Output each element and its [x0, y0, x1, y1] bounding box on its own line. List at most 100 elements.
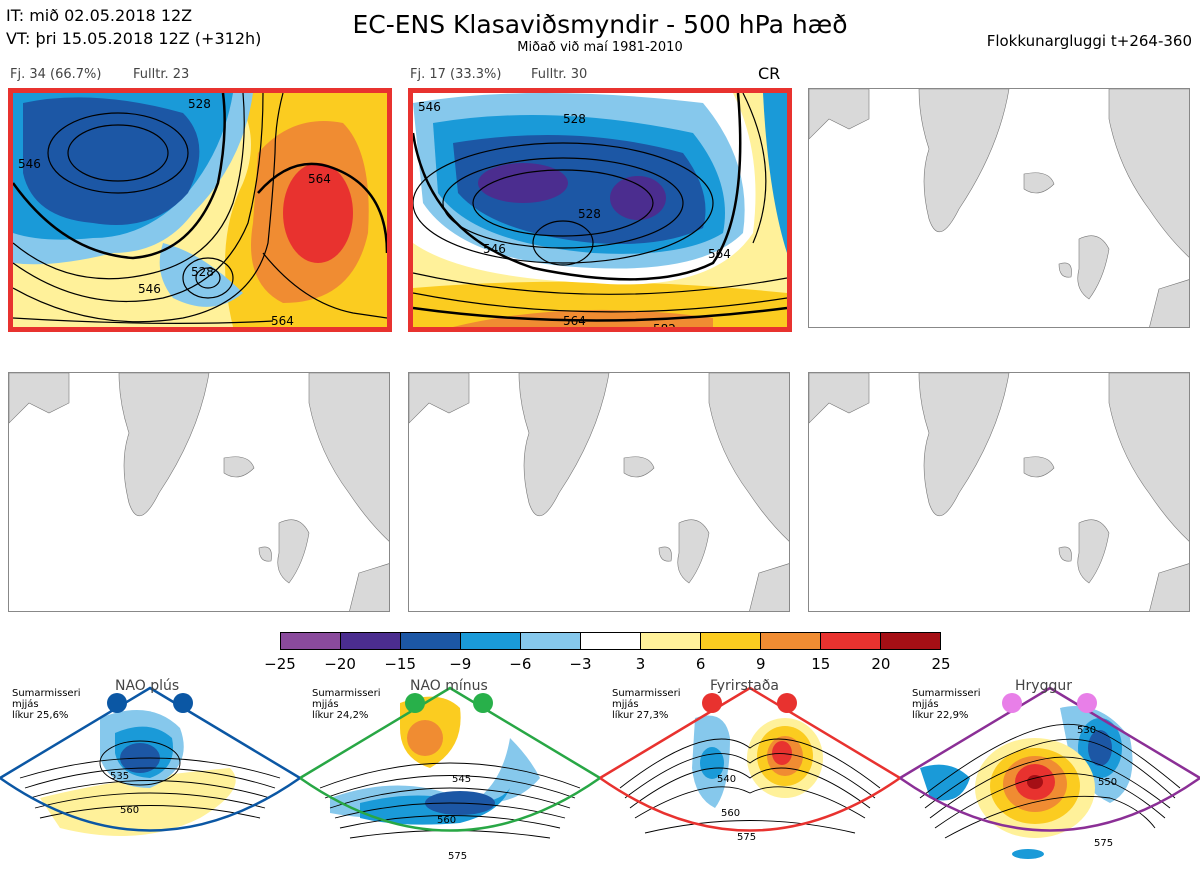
- colorbar-swatch: [521, 633, 581, 649]
- regime-2-label-c: 575: [448, 851, 467, 862]
- header-times: IT: mið 02.05.2018 12Z VT: þri 15.05.201…: [6, 4, 261, 50]
- cluster-map-1-svg: 546 528 564 528 546 564: [13, 93, 387, 327]
- regime-1-info: Sumarmisseri mjjás líkur 25,6%: [12, 688, 80, 721]
- regime-4-season: Sumarmisseri: [912, 688, 981, 699]
- map2-contour-582: 582: [653, 322, 676, 327]
- colorbar-tick: 20: [871, 655, 891, 673]
- regime-3-season: Sumarmisseri: [612, 688, 681, 699]
- map1-contour-546: 546: [18, 157, 41, 171]
- map2-contour-546: 546: [418, 100, 441, 114]
- regime-1-label-a: 535: [110, 771, 129, 782]
- colorbar-tick: 9: [755, 655, 766, 673]
- regime-3-prob: líkur 27,3%: [612, 710, 669, 721]
- cluster-map-6-svg: [809, 373, 1189, 611]
- regime-nao-plus[interactable]: 535 560 NAO plús Sumarmisseri mjjás líku…: [0, 678, 300, 871]
- regime-4-label-b: 550: [1098, 777, 1117, 788]
- regime-3-label-c: 575: [737, 832, 756, 843]
- classification-window: Flokkunargluggi t+264-360: [986, 32, 1192, 50]
- colorbar-swatch: [701, 633, 761, 649]
- map1-contour-528: 528: [191, 265, 214, 279]
- colorbar-swatch: [281, 633, 341, 649]
- regime-3-freq: mjjás: [612, 699, 639, 710]
- colorbar-tick: −15: [384, 655, 416, 673]
- map2-contour-564: 564: [708, 247, 731, 261]
- regime-3-svg: 540 560 575: [600, 686, 900, 843]
- regime-1-dot-right: [173, 693, 193, 713]
- regime-3-info: Sumarmisseri mjjás líkur 27,3%: [612, 688, 680, 721]
- colorbar-swatch: [881, 633, 940, 649]
- panel-2-count: Fj. 17 (33.3%): [410, 67, 502, 82]
- regime-2-season: Sumarmisseri: [312, 688, 381, 699]
- map1-contour-564b: 564: [271, 314, 294, 327]
- cluster-map-2-svg: 546 528 528 546 564 564 582: [413, 93, 787, 327]
- colorbar-swatch: [821, 633, 881, 649]
- regime-2-label-b: 560: [437, 815, 456, 826]
- regime-2-dot-left: [405, 693, 425, 713]
- cluster-map-5[interactable]: [408, 372, 790, 612]
- map2-contour-564b: 564: [563, 314, 586, 327]
- map1-contour-528b: 528: [188, 97, 211, 111]
- cluster-map-4[interactable]: [8, 372, 390, 612]
- panel-2-tag: CR: [758, 64, 781, 83]
- colorbar-tick: 25: [931, 655, 951, 673]
- regime-3-name: Fyrirstaða: [710, 678, 779, 694]
- colorbar-swatch: [641, 633, 701, 649]
- issue-time: IT: mið 02.05.2018 12Z: [6, 6, 193, 25]
- regime-4-svg: 530 550 575: [900, 686, 1200, 859]
- anomaly-colorbar: [280, 632, 941, 650]
- cluster-map-3-svg: [809, 89, 1189, 327]
- valid-time: VT: þri 15.05.2018 12Z (+312h): [6, 29, 262, 48]
- page-title: EC-ENS Klasaviðsmyndir - 500 hPa hæð: [352, 10, 848, 39]
- regime-3-label-b: 560: [721, 808, 740, 819]
- cluster-map-6[interactable]: [808, 372, 1190, 612]
- regime-1-prob: líkur 25,6%: [12, 710, 69, 721]
- regime-4-info: Sumarmisseri mjjás líkur 22,9%: [912, 688, 980, 721]
- colorbar-tick: −25: [264, 655, 296, 673]
- regime-4-label-a: 530: [1077, 725, 1096, 736]
- cluster-map-3[interactable]: [808, 88, 1190, 328]
- regime-1-svg: 535 560: [0, 686, 300, 836]
- colorbar-tick: −9: [449, 655, 472, 673]
- regime-2-freq: mjjás: [312, 699, 339, 710]
- regime-nao-minus[interactable]: 545 560 575 NAO mínus Sumarmisseri mjjás…: [300, 678, 600, 871]
- regime-3-dot-left: [702, 693, 722, 713]
- regime-2-prob: líkur 24,2%: [312, 710, 369, 721]
- regime-1-dot-left: [107, 693, 127, 713]
- regime-4-prob: líkur 22,9%: [912, 710, 969, 721]
- cluster-map-1[interactable]: 546 528 564 528 546 564: [8, 88, 392, 332]
- colorbar-swatch: [401, 633, 461, 649]
- cluster-map-2[interactable]: 546 528 528 546 564 564 582: [408, 88, 792, 332]
- regime-2-dot-right: [473, 693, 493, 713]
- colorbar-tick: 3: [635, 655, 646, 673]
- panel-1-rep: Fulltr. 23: [133, 67, 190, 82]
- map2-contour-546b: 546: [483, 242, 506, 256]
- regime-4-dot-left: [1002, 693, 1022, 713]
- cluster-map-4-svg: [9, 373, 389, 611]
- regime-4-dot-right: [1077, 693, 1097, 713]
- regime-ridge[interactable]: 530 550 575 Hryggur Sumarmisseri mjjás l…: [900, 678, 1200, 871]
- colorbar-swatch: [341, 633, 401, 649]
- colorbar-tick: −3: [569, 655, 592, 673]
- regime-1-freq: mjjás: [12, 699, 39, 710]
- regime-4-freq: mjjás: [912, 699, 939, 710]
- colorbar-tick: 15: [811, 655, 831, 673]
- regime-2-name: NAO mínus: [410, 678, 488, 694]
- colorbar-tick: −6: [509, 655, 532, 673]
- colorbar-swatch: [761, 633, 821, 649]
- map1-contour-546b: 546: [138, 282, 161, 296]
- regime-1-label-b: 560: [120, 805, 139, 816]
- regime-4-name: Hryggur: [1015, 678, 1072, 694]
- map2-contour-528b: 528: [578, 207, 601, 221]
- regime-4-label-c: 575: [1094, 838, 1113, 849]
- regime-2-svg: 545 560 575: [300, 686, 600, 862]
- panel-2-rep: Fulltr. 30: [531, 67, 588, 82]
- map2-contour-528: 528: [563, 112, 586, 126]
- colorbar-tick: 6: [695, 655, 706, 673]
- regime-blocking[interactable]: 540 560 575 Fyrirstaða Sumarmisseri mjjá…: [600, 678, 900, 871]
- page-subtitle: Miðað við maí 1981-2010: [517, 40, 683, 55]
- colorbar-swatch: [581, 633, 641, 649]
- regime-1-name: NAO plús: [115, 678, 180, 694]
- regime-1-season: Sumarmisseri: [12, 688, 81, 699]
- regime-2-label-a: 545: [452, 774, 471, 785]
- regime-2-info: Sumarmisseri mjjás líkur 24,2%: [312, 688, 380, 721]
